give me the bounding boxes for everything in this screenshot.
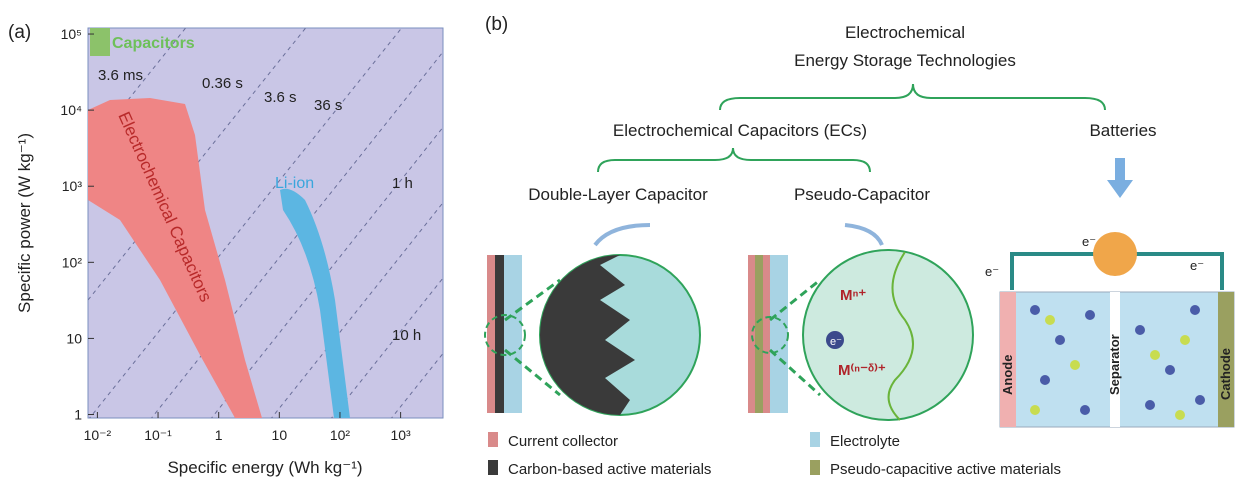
y-tick-label: 10 [66, 330, 82, 346]
legend-swatch [488, 460, 498, 475]
x-tick-label: 10 [272, 427, 288, 443]
brace [720, 84, 1105, 110]
pseudo-layer [755, 255, 763, 413]
y-tick-label: 10⁵ [61, 26, 82, 42]
y-tick-label: 10³ [62, 178, 83, 194]
panel-label: (b) [485, 14, 508, 35]
time-label: 3.6 s [264, 89, 297, 106]
arrow [1107, 158, 1133, 198]
x-tick-label: 10⁻¹ [144, 427, 172, 443]
electron-label: e⁻ [830, 336, 842, 348]
legend-label: Carbon-based active materials [508, 461, 711, 478]
arrow [595, 225, 650, 245]
x-tick-label: 10³ [390, 427, 411, 443]
bulb [1093, 232, 1137, 276]
x-tick-label: 10⁻² [84, 427, 112, 443]
legend-label: Electrolyte [830, 433, 900, 450]
legend-label: Current collector [508, 433, 618, 450]
electrolyte [770, 255, 788, 413]
battery-label: Separator [1107, 334, 1122, 395]
y-tick-label: 1 [74, 407, 82, 423]
current-collector [748, 255, 755, 413]
current-collector [763, 255, 770, 413]
electron-label: e⁻ [985, 264, 999, 279]
x-tick-label: 10² [330, 427, 351, 443]
time-label: 36 s [314, 97, 342, 114]
brace [598, 148, 870, 172]
branch: Electrochemical Capacitors (ECs) [613, 121, 867, 140]
time-label: 0.36 s [202, 75, 243, 92]
legend-swatch [488, 432, 498, 447]
y-tick-label: 10⁴ [60, 102, 82, 118]
x-tick-label: 1 [215, 427, 223, 443]
branch: Batteries [1089, 121, 1156, 140]
capacitor-region [90, 28, 110, 56]
time-label: 3.6 ms [98, 67, 143, 84]
legend-swatch [810, 460, 820, 475]
title: Energy Storage Technologies [794, 51, 1016, 70]
region-label: Li-ion [275, 175, 314, 192]
time-label: 1 h [392, 175, 413, 192]
battery-label: Cathode [1218, 348, 1233, 400]
title: Electrochemical [845, 23, 965, 42]
ion-label: M⁽ⁿ⁻ᵟ⁾⁺ [838, 362, 886, 379]
ion-label: Mⁿ⁺ [840, 287, 866, 304]
y-axis-title: Specific power (W kg⁻¹) [15, 133, 34, 313]
legend-label: Pseudo-capacitive active materials [830, 461, 1061, 478]
subbranch: Double-Layer Capacitor [528, 185, 708, 204]
carbon-layer [495, 255, 504, 413]
y-tick-label: 10² [62, 254, 83, 270]
arrow [845, 225, 882, 245]
region-label: Capacitors [112, 35, 195, 52]
electron-label: e⁻ [1190, 258, 1204, 273]
electron-label: e⁻ [1082, 234, 1096, 249]
legend-swatch [810, 432, 820, 447]
battery-label: Anode [1000, 355, 1015, 395]
panel-label: (a) [8, 22, 31, 43]
subbranch: Pseudo-Capacitor [794, 185, 930, 204]
figure: (a) Capacitors Electrochemical Capacitor… [0, 0, 1238, 483]
x-axis-title: Specific energy (Wh kg⁻¹) [167, 458, 362, 477]
electrolyte [504, 255, 522, 413]
current-collector [487, 255, 495, 413]
time-label: 10 h [392, 327, 421, 344]
